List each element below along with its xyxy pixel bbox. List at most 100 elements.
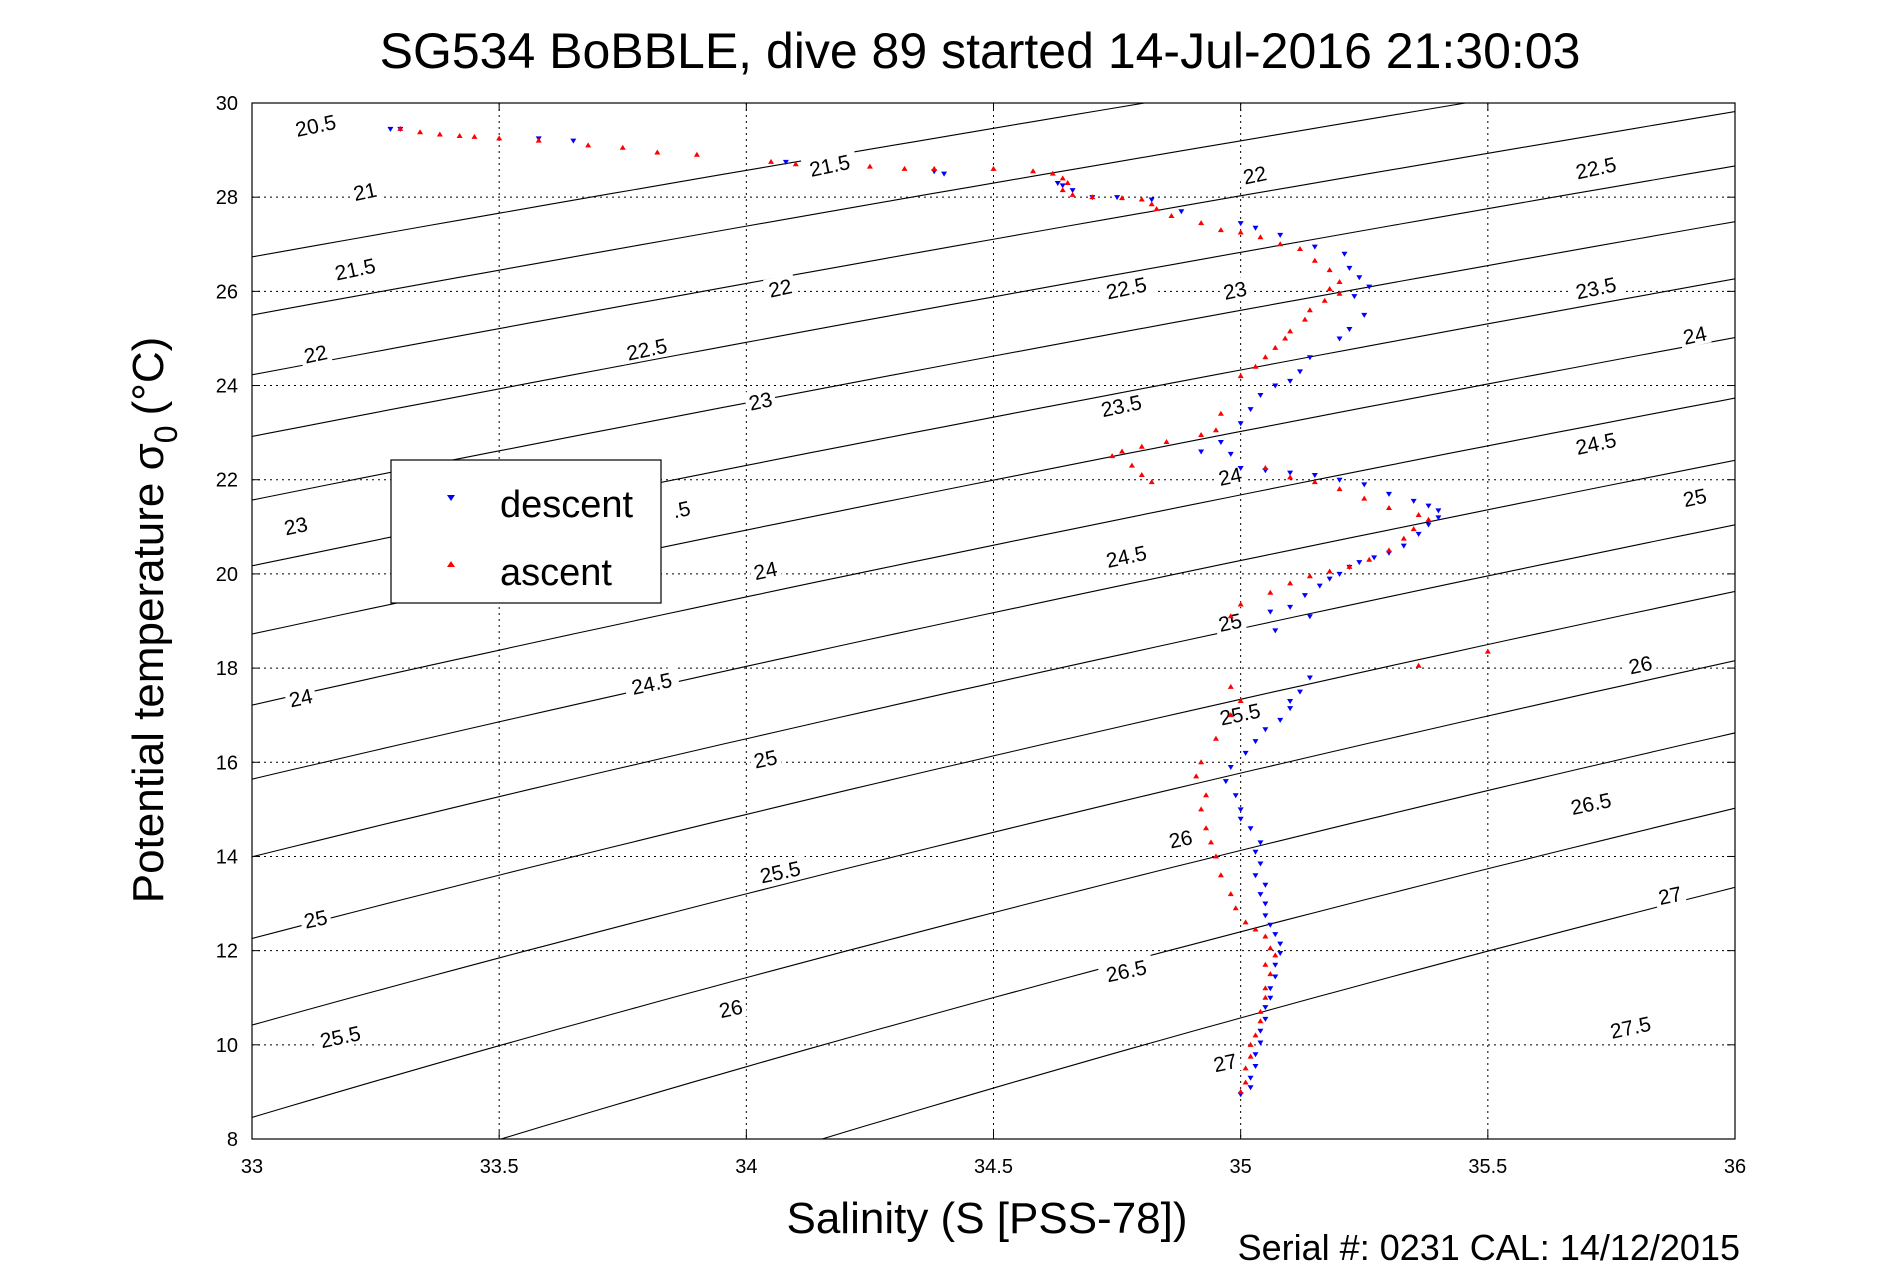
ascent-point — [792, 161, 799, 167]
y-axis-label: Potential temperature σ0 (°C) — [124, 337, 184, 904]
descent-point — [1277, 941, 1284, 947]
y-tick-label: 30 — [216, 93, 238, 115]
contour-label-text: 23 — [1221, 278, 1249, 305]
contour-label-text: 25 — [1681, 485, 1709, 512]
ascent-point — [1326, 568, 1333, 574]
ascent-point — [1168, 213, 1175, 219]
ascent-point — [1217, 227, 1224, 233]
ascent-point — [1198, 220, 1205, 226]
ascent-point — [1262, 464, 1269, 470]
descent-point — [1287, 706, 1294, 712]
descent-point — [1267, 986, 1274, 992]
contour-label-text: 27 — [1656, 883, 1684, 910]
contour-label-bg — [1677, 320, 1712, 349]
contour-label-text: 22 — [767, 275, 795, 302]
ascent-point — [654, 149, 661, 155]
descent-point — [1267, 609, 1274, 615]
contour-label-bg — [664, 494, 699, 523]
descent-point — [1262, 1005, 1269, 1011]
descent-point — [1237, 465, 1244, 471]
contour-line — [252, 103, 1466, 316]
contour-label: 20.5 — [286, 108, 345, 142]
descent-point — [1306, 675, 1313, 681]
descent-point — [1326, 576, 1333, 582]
ascent-point — [456, 132, 463, 138]
ascent-point — [1163, 439, 1170, 445]
ascent-point — [1257, 1018, 1264, 1024]
descent-point — [1262, 901, 1269, 907]
contour-label-bg — [298, 904, 333, 933]
ascent-point — [1262, 961, 1269, 967]
ascent-point — [1217, 872, 1224, 878]
contour-label: 27 — [1652, 881, 1687, 910]
contour-label: .5 — [664, 494, 699, 523]
contour-label-bg — [1097, 953, 1155, 987]
descent-point — [1277, 717, 1284, 723]
ascent-point — [1148, 201, 1155, 207]
ascent-point — [1242, 919, 1249, 925]
contour-label-bg — [751, 855, 809, 888]
ascent-point — [1242, 1079, 1249, 1085]
ascent-point — [1262, 933, 1269, 939]
descent-point — [1346, 265, 1353, 271]
descent-point — [1336, 571, 1343, 577]
contour-label: 24 — [1677, 320, 1712, 350]
contour-label: 21 — [347, 177, 382, 206]
descent-point — [1257, 892, 1264, 898]
ascent-point — [768, 158, 775, 164]
ascent-point — [1138, 443, 1145, 449]
descent-point — [570, 138, 577, 144]
ascent-point — [1247, 1041, 1254, 1047]
descent-point — [1247, 407, 1254, 413]
ascent-point — [1252, 1032, 1259, 1038]
descent-point — [1287, 604, 1294, 610]
contour-label: 22 — [298, 339, 333, 369]
contour-label: 25 — [1677, 483, 1712, 512]
descent-point — [1262, 882, 1269, 888]
ascent-point — [693, 151, 700, 157]
ascent-point — [1346, 563, 1353, 569]
descent-point — [1311, 244, 1318, 250]
contour-label-bg — [1601, 1010, 1660, 1044]
y-tick-label: 12 — [216, 941, 238, 963]
ascent-point — [1267, 971, 1274, 977]
ascent-point — [1321, 297, 1328, 303]
contour-line — [252, 397, 1735, 706]
ascent-point — [1138, 196, 1145, 202]
contour-label: 26.5 — [1097, 953, 1155, 987]
descent-point — [1267, 995, 1274, 1001]
contour-label-text: 23 — [282, 513, 310, 540]
ascent-point — [1267, 945, 1274, 951]
descent-point — [1356, 275, 1363, 281]
descent-point — [1247, 1085, 1254, 1091]
contour-line — [252, 221, 1735, 501]
descent-point — [1361, 482, 1368, 488]
contour-label: 24 — [748, 556, 783, 585]
ascent-point — [1237, 1088, 1244, 1094]
ascent-point — [1049, 170, 1056, 176]
contour-label-bg — [1623, 650, 1658, 679]
legend-ascent-marker — [447, 561, 455, 567]
descent-point — [1316, 583, 1323, 589]
ascent-point — [585, 142, 592, 148]
ascent-point — [1212, 427, 1219, 433]
legend-descent-marker — [447, 495, 455, 501]
x-tick-label: 34 — [735, 1156, 757, 1178]
descent-point — [1198, 449, 1205, 455]
contour-label: 24 — [283, 683, 318, 712]
ascent-point — [1326, 286, 1333, 292]
x-tick-label: 35.5 — [1468, 1156, 1507, 1178]
contour-line — [821, 886, 1735, 1139]
ascent-point — [417, 129, 424, 135]
descent-point — [1272, 974, 1279, 980]
ascent-point — [866, 163, 873, 169]
descent-point — [1069, 188, 1076, 194]
y-axis-label-main: Potential temperature σ — [124, 443, 173, 903]
ascent-point — [1217, 410, 1224, 416]
contour-label-bg — [1677, 483, 1712, 511]
ascent-point — [1257, 1008, 1264, 1014]
ascent-point — [1198, 806, 1205, 812]
ascent-point — [1415, 512, 1422, 518]
descent-point — [1356, 560, 1363, 566]
ascent-point — [1212, 735, 1219, 741]
